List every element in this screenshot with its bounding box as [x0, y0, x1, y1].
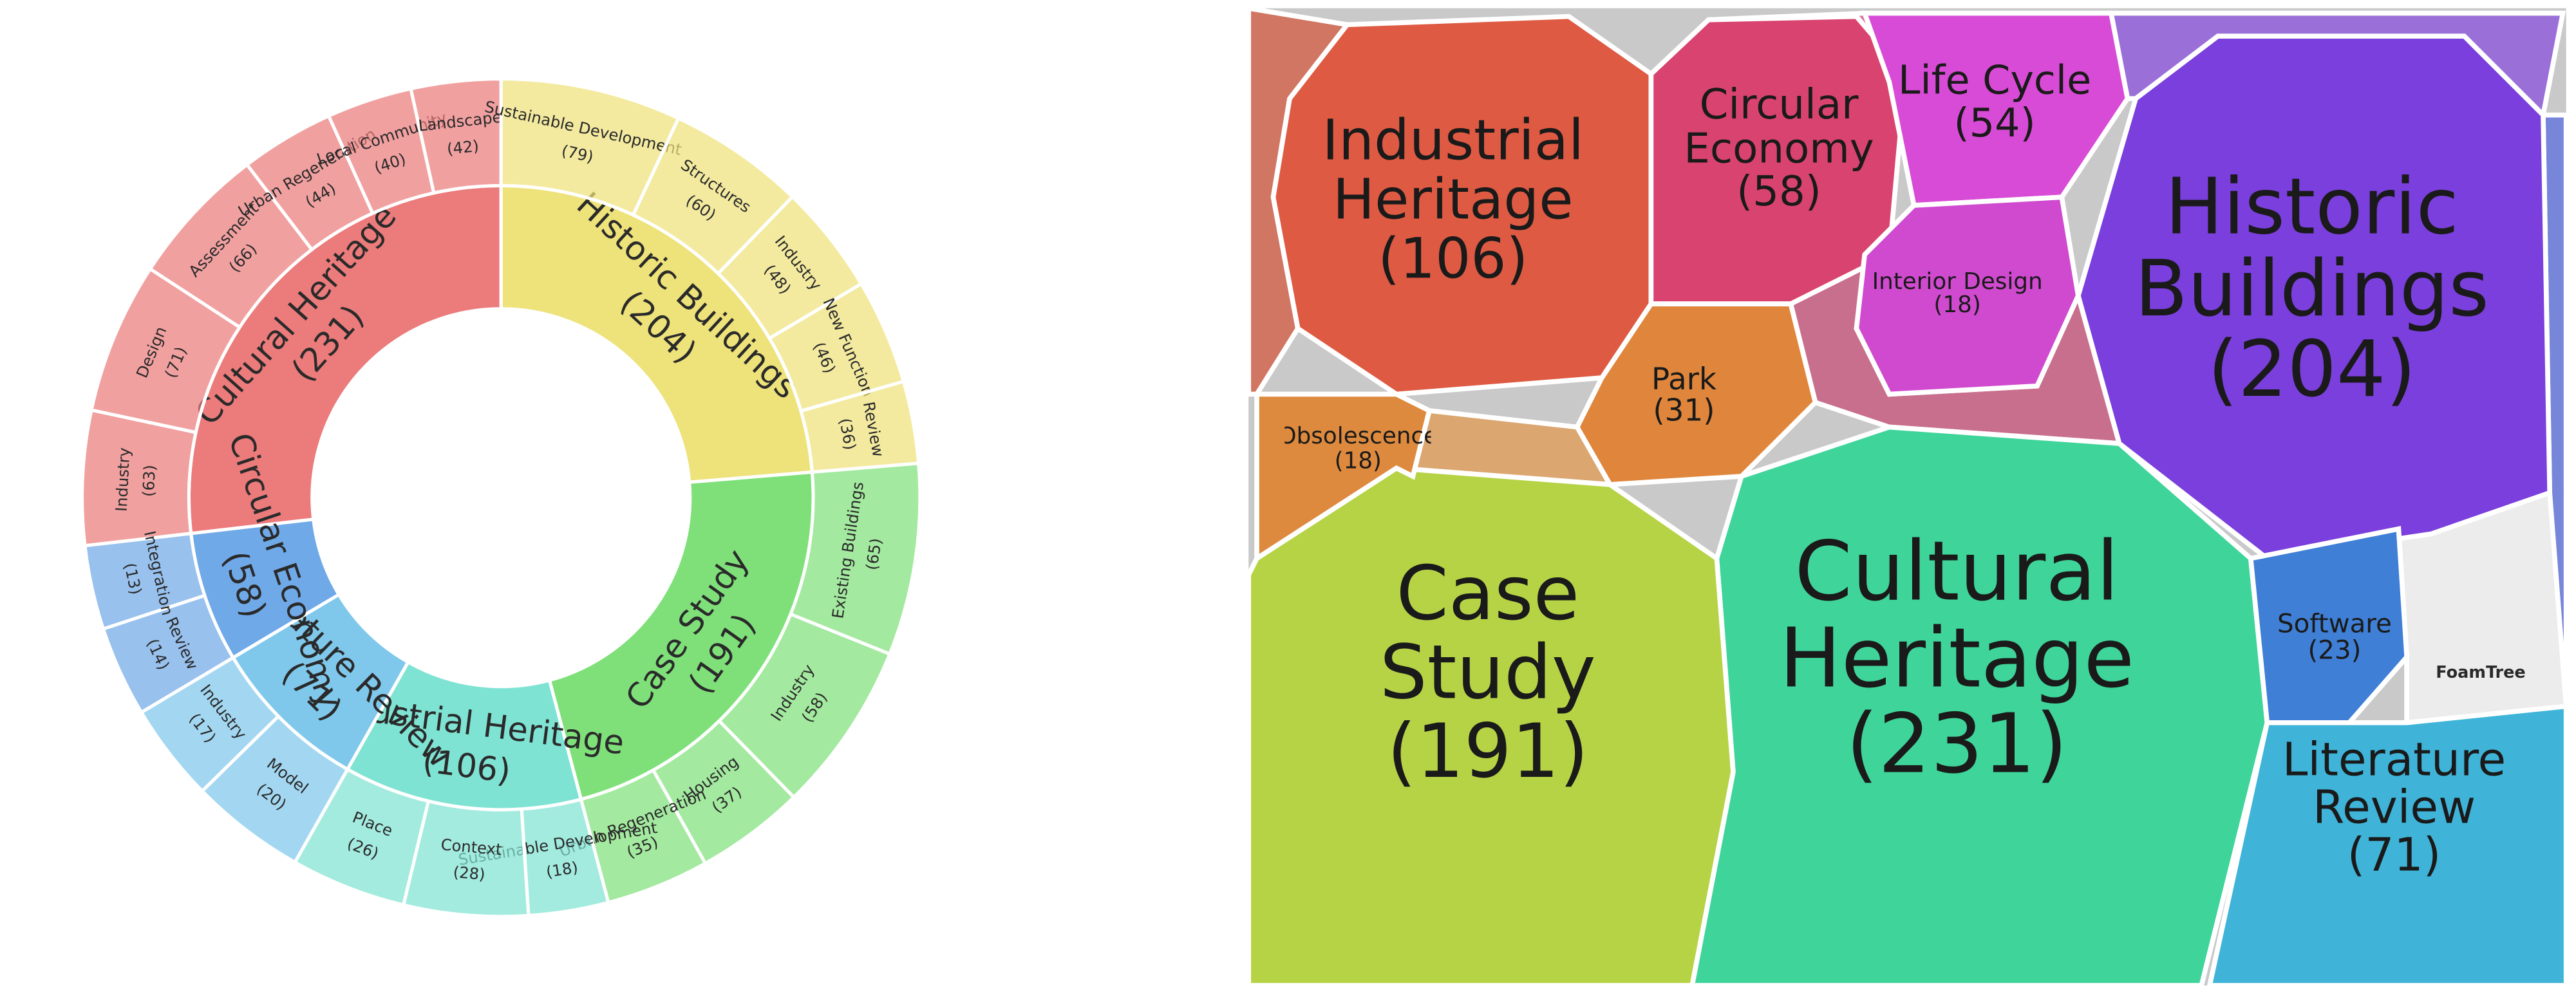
- logo-text: FoamTree: [2436, 663, 2525, 682]
- cell-name: Interior Design: [1872, 268, 2043, 295]
- cell-label-box: Literature Review(71): [2242, 689, 2546, 926]
- segment-label: (28): [453, 862, 486, 884]
- cell-value: (58): [1736, 167, 1821, 216]
- treemap-cell: [2206, 703, 2569, 988]
- cell-name: Park: [1651, 363, 1717, 398]
- treemap-cell: [2248, 526, 2410, 725]
- cell-label: Historic Buildings (204): [2111, 68, 2512, 512]
- cell-value: (31): [1653, 395, 1715, 430]
- cell-name: Obsolescence: [1284, 424, 1432, 451]
- cell-label-box: Cultural Heritage(231): [1713, 422, 2201, 896]
- cell-value: (231): [1846, 695, 2068, 793]
- cell-value: (18): [1334, 449, 1382, 475]
- cell-name: Life Cycle: [1898, 56, 2092, 104]
- sunburst-child-segment: [83, 531, 207, 631]
- cell-label-box: Circular Economy(58): [1671, 27, 1887, 272]
- cell-label: Literature Review (71): [2242, 689, 2546, 926]
- treemap-cell: [2075, 33, 2553, 561]
- cell-label-box: Obsolescence(18): [1284, 380, 1431, 520]
- cell-value: (23): [2308, 635, 2362, 666]
- cell-label-box: Park(31): [1583, 320, 1785, 474]
- treemap-cell: [1574, 301, 1818, 487]
- cell-label: Cultural Heritage (231): [1713, 422, 2201, 896]
- cell-name: Cultural Heritage: [1779, 522, 2135, 706]
- cell-label: Software (23): [2268, 555, 2401, 720]
- treemap-cell: [1254, 391, 1433, 563]
- cell-value: (191): [1387, 707, 1589, 795]
- sunburst: Cultural Heritage(231)Industry (63)Design…: [80, 77, 922, 918]
- cell-value: (204): [2208, 326, 2416, 416]
- cell-name: Literature Review: [2282, 732, 2506, 835]
- cell-label: Industrial Heritage (106): [1292, 41, 1613, 362]
- segment-label: (42): [446, 136, 480, 158]
- voronoi-treemap: FoamTree Industrial Heritage(106) Circular…: [1246, 5, 2569, 988]
- cell-value: (54): [1953, 98, 2036, 146]
- cell-label: Case Study (191): [1282, 454, 1694, 893]
- cell-label-box: Software(23): [2268, 555, 2401, 720]
- cell-name: Case Study: [1379, 550, 1596, 716]
- cell-label-box: Life Cycle(54): [1883, 20, 2107, 183]
- cell-label-box: Case Study(191): [1282, 454, 1694, 893]
- cell-name: Circular Economy: [1684, 81, 1874, 172]
- cell-name: Software: [2277, 607, 2392, 639]
- cell-label: Life Cycle (54): [1883, 20, 2107, 183]
- cell-name: Historic Buildings: [2134, 163, 2489, 335]
- cell-label-box: Industrial Heritage(106): [1292, 41, 1613, 362]
- cell-label: Park (31): [1583, 320, 1785, 474]
- cell-value: (106): [1378, 226, 1528, 292]
- cell-name: Industrial Heritage: [1322, 109, 1584, 234]
- cell-label: Circular Economy (58): [1671, 27, 1887, 272]
- cell-label: Obsolescence (18): [1284, 380, 1431, 520]
- cell-label: Interior Design (18): [1863, 210, 2052, 378]
- cell-value: (18): [1933, 292, 1981, 319]
- cell-label-box: Historic Buildings(204): [2111, 68, 2512, 512]
- cell-value: (71): [2347, 828, 2441, 882]
- treemap-cell: [1854, 194, 2081, 397]
- segment-label: Industry: [112, 447, 134, 512]
- segment-label: (63): [139, 464, 159, 497]
- cell-label-box: Interior Design(18): [1863, 210, 2052, 378]
